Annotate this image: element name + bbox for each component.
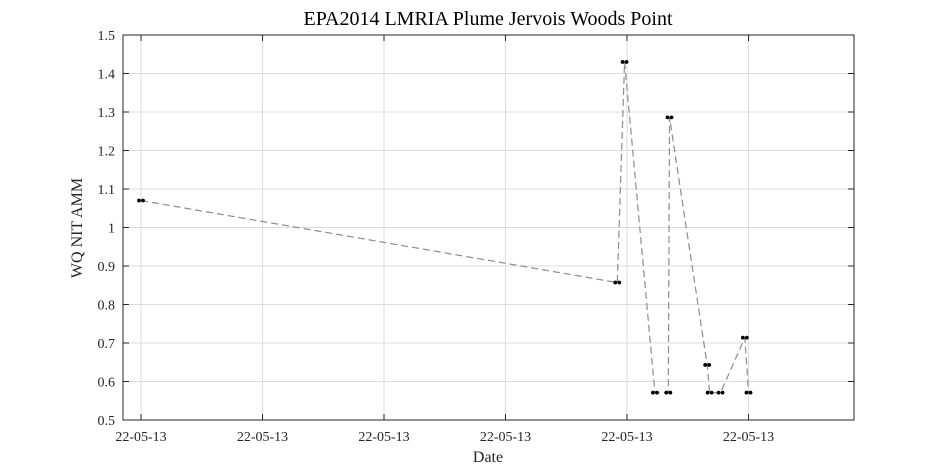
x-tick-label: 22-05-13 [723,430,774,445]
y-tick-label: 1.3 [98,106,116,121]
y-tick-label: 0.8 [98,299,116,314]
data-point-marker [709,390,714,395]
data-point-marker [703,363,708,367]
x-tick-label: 22-05-13 [601,430,652,445]
y-axis-label: WQ NIT AMM [69,178,86,278]
data-point-marker [748,390,753,395]
data-series [137,60,753,395]
series-line [140,61,750,394]
data-point-marker [716,390,721,395]
y-tick-label: 1 [108,222,115,237]
y-tick-label: 1.4 [98,68,116,83]
data-point-marker [141,198,145,203]
x-tick-label: 22-05-13 [480,430,531,445]
x-tick-label: 22-05-13 [358,430,409,445]
grid-lines [123,34,854,421]
data-point-marker [668,390,673,395]
data-point-marker [669,115,674,120]
axis-ticks [123,34,854,421]
tick-labels: 0.5 0.6 0.7 0.8 0.9 1 1.1 1.2 1.3 1.4 1.5 22-05-13 2… [98,29,775,445]
y-tick-label: 0.5 [98,414,116,429]
data-point-marker [720,390,725,395]
data-point-marker [744,390,749,395]
data-point-marker [744,335,749,340]
y-tick-label: 1.5 [98,29,116,44]
y-tick-label: 1.2 [98,145,116,160]
y-tick-label: 0.6 [98,376,116,391]
data-point-marker [705,390,710,395]
data-point-marker [613,280,618,285]
data-point-marker [651,390,655,395]
x-tick-label: 22-05-13 [237,430,288,445]
chart-title: EPA2014 LMRIA Plume Jervois Woods Point [304,8,673,30]
x-axis-label: Date [473,449,503,466]
data-point-marker [624,60,629,64]
y-tick-label: 0.7 [98,337,116,352]
data-point-marker [740,335,745,340]
data-point-marker [707,363,712,367]
data-point-marker [664,390,669,395]
y-tick-label: 0.9 [98,260,116,275]
data-point-marker [617,280,622,285]
data-point-marker [655,390,659,395]
data-point-marker [665,115,670,120]
data-point-marker [137,198,141,203]
data-point-marker [620,60,625,64]
x-tick-label: 22-05-13 [115,430,166,445]
y-tick-label: 1.1 [98,183,116,198]
